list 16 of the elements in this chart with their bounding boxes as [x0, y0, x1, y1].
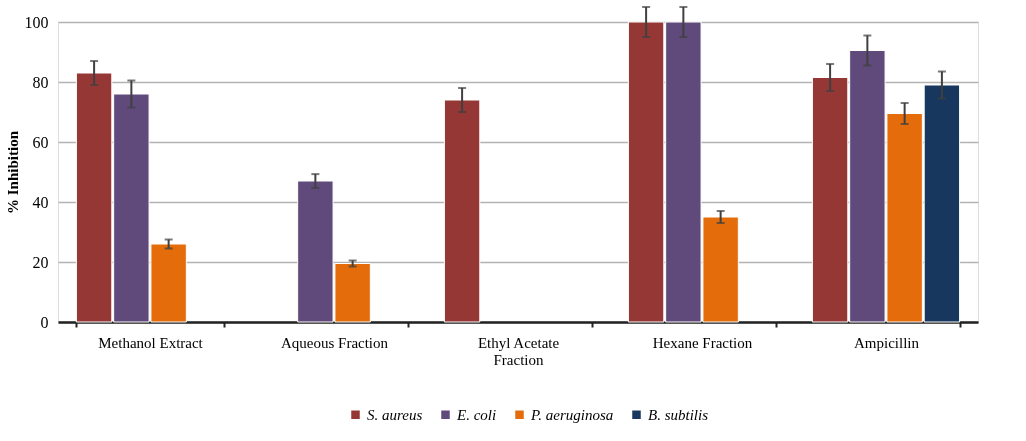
y-tick-label: 0 — [40, 313, 49, 331]
x-tick-label: Ethyl Acetate Fraction — [477, 334, 560, 368]
legend-label: B. subtilis — [648, 406, 709, 423]
legend-label: P. aeruginosa — [530, 406, 614, 423]
x-tick-label: Hexane Fraction — [652, 334, 753, 351]
legend-label: E. coli — [456, 406, 497, 423]
x-tick-label: Methanol Extract — [98, 334, 204, 351]
y-tick-label: 100 — [24, 13, 49, 31]
y-tick-label: 20 — [32, 253, 49, 271]
y-axis-title: % Inhibition — [4, 130, 21, 214]
legend-label: S. aureus — [367, 406, 423, 423]
y-tick-label: 40 — [32, 193, 49, 211]
x-tick-label: Aqueous Fraction — [280, 334, 389, 351]
y-tick-label: 60 — [32, 133, 49, 151]
y-tick-label: 80 — [32, 73, 49, 91]
x-tick-label: Ampicillin — [854, 334, 920, 351]
